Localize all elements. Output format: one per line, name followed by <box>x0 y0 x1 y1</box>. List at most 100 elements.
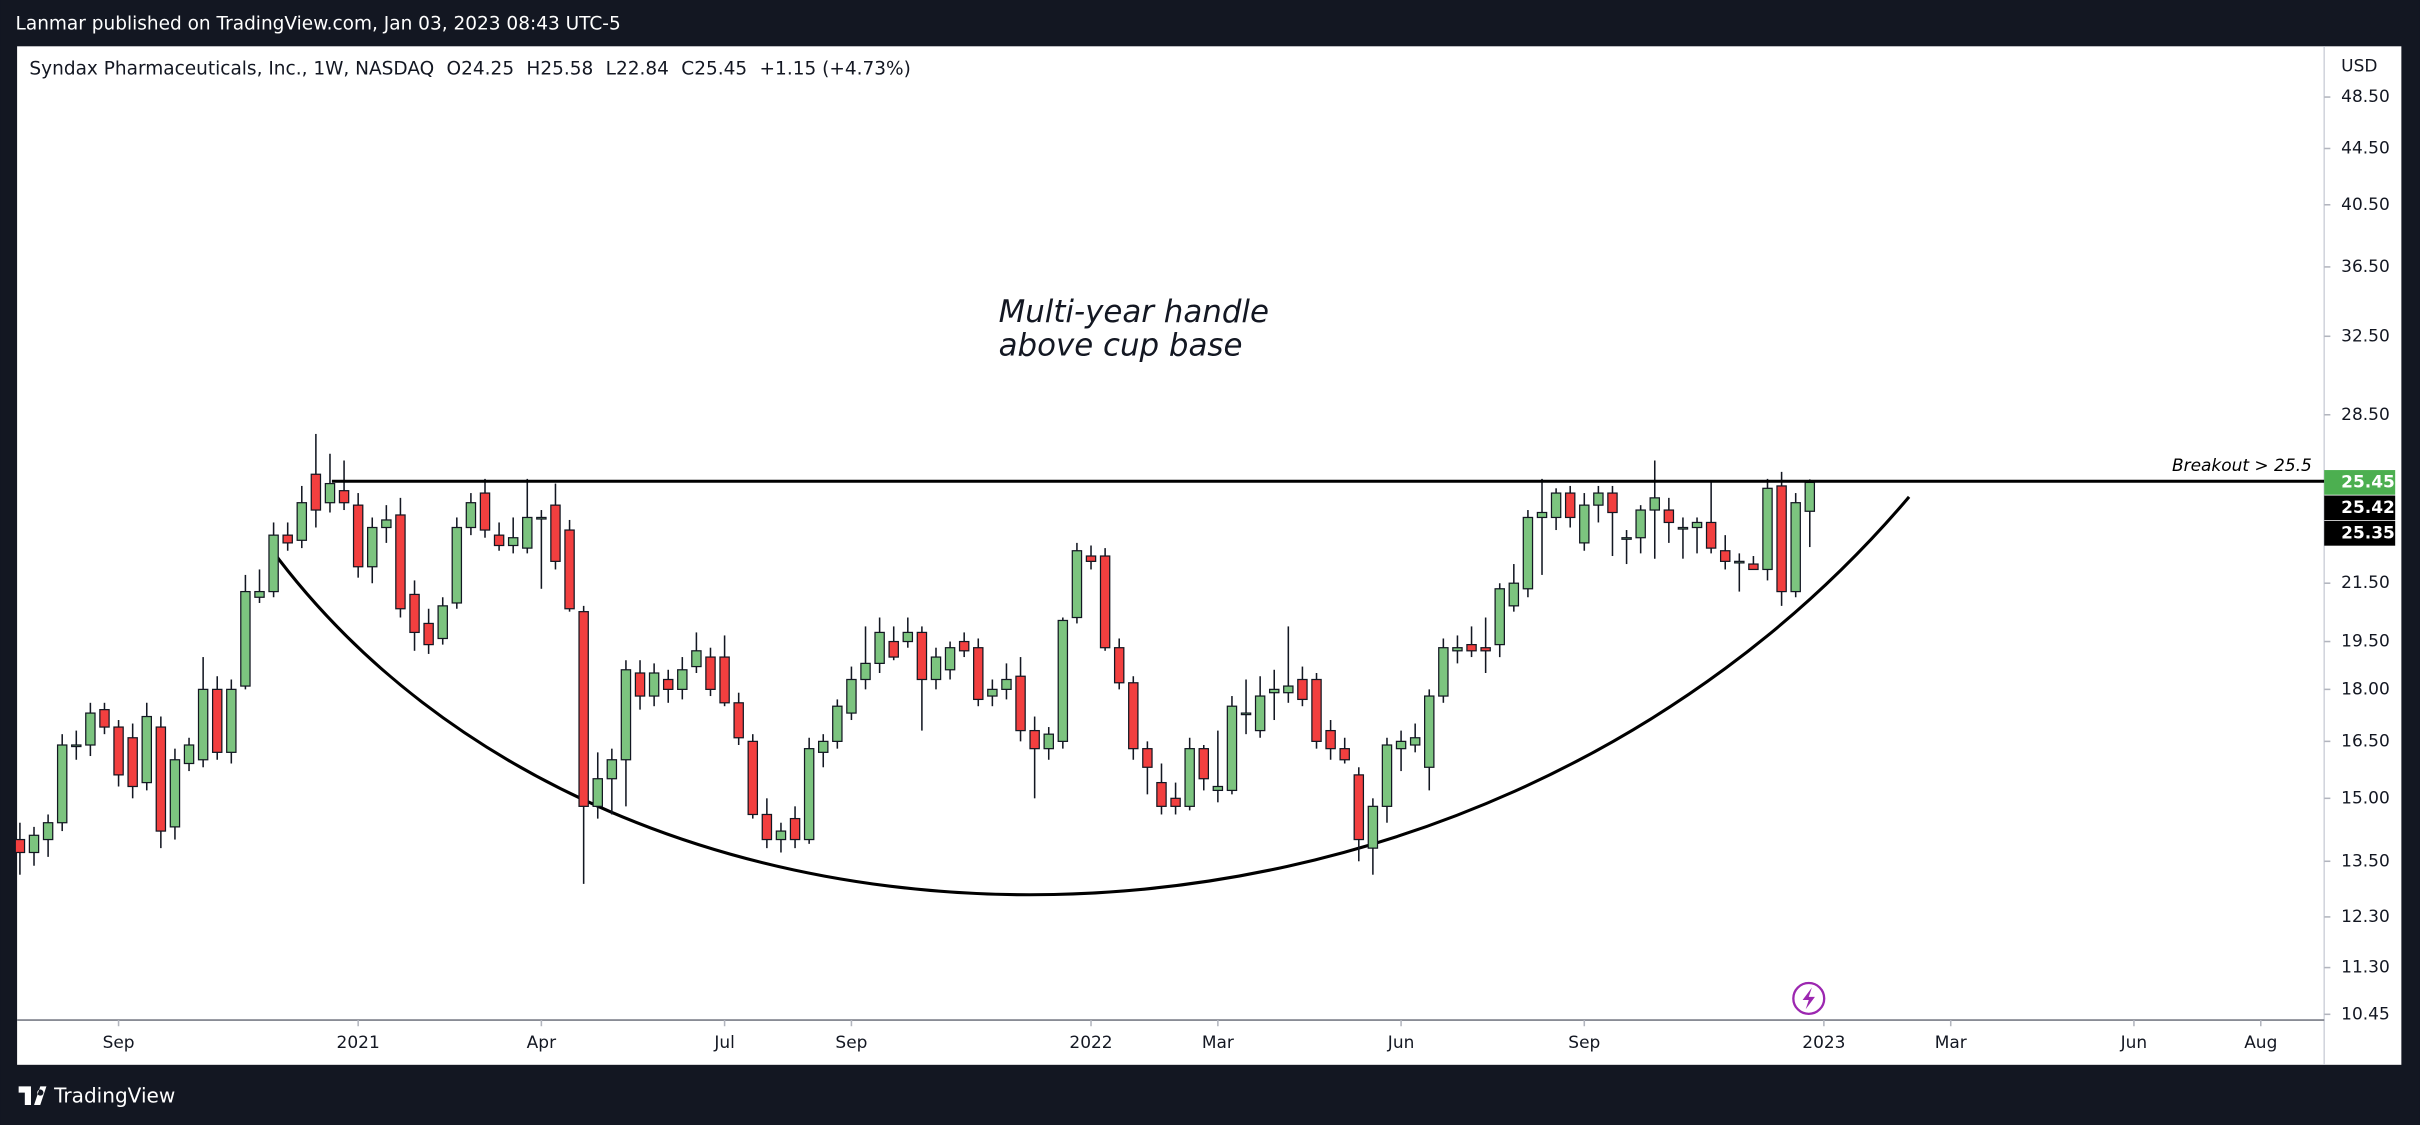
annotation: Multi-year handle <box>999 294 1269 330</box>
candle-body <box>705 656 716 690</box>
candle-body <box>1508 582 1520 607</box>
candle-body <box>1748 563 1759 571</box>
brand-logo <box>18 1086 47 1105</box>
plot: 10.45 11.30 12.30 13.50 15.00 16.50 18.00 19.50… <box>14 87 2390 1053</box>
candle-body <box>42 822 54 841</box>
candle-body <box>14 838 26 854</box>
candle-body <box>1424 695 1435 768</box>
candle-body <box>113 726 124 776</box>
candle-body <box>1494 588 1505 646</box>
y-tick-label: 12.30 <box>2341 907 2390 927</box>
cup-curve <box>268 495 1911 897</box>
candle-body <box>1677 526 1689 530</box>
x-tick-label: Apr <box>527 1033 556 1053</box>
y-tick-label: 11.30 <box>2341 958 2390 978</box>
candle-body <box>944 647 956 671</box>
candle-body <box>1001 678 1012 690</box>
event-icon[interactable] <box>1792 981 1826 1016</box>
candle-body <box>1212 785 1224 792</box>
candle-body <box>1607 492 1618 514</box>
candle-body <box>789 817 801 841</box>
candle-body <box>1621 537 1632 540</box>
candle-body <box>1438 647 1449 697</box>
x-tick-label: Sep <box>1568 1033 1600 1053</box>
annotation: above cup base <box>999 328 1243 364</box>
candle-body <box>1734 560 1745 564</box>
candle-body <box>620 669 632 761</box>
y-tick-label: 32.50 <box>2341 326 2390 346</box>
chart-panel <box>17 46 2402 1065</box>
ohlc-value: 22.84 <box>616 58 669 79</box>
candle-body <box>592 778 603 807</box>
candle-body <box>183 744 195 765</box>
candle-body <box>507 537 519 547</box>
candle-body <box>1790 502 1801 593</box>
candle-body <box>1015 675 1026 732</box>
candle-body <box>536 516 547 520</box>
candle-body <box>127 737 138 788</box>
candle-body <box>1339 748 1350 761</box>
x-tick-label: 2021 <box>337 1033 380 1053</box>
candle-body <box>197 688 209 761</box>
y-tick-label: 36.50 <box>2341 257 2390 277</box>
candle-body <box>916 631 928 681</box>
y-tick-label: 15.00 <box>2341 788 2390 808</box>
candle-body <box>1480 647 1491 652</box>
x-tick-label: Jun <box>1387 1033 1415 1053</box>
candle-body <box>56 744 68 824</box>
event-bolt <box>1802 987 1815 1010</box>
candle-body <box>1085 555 1097 562</box>
legend: Syndax Pharmaceuticals, Inc., 1W, NASDAQ… <box>29 58 910 79</box>
x-tick-label: 2022 <box>1069 1033 1112 1053</box>
x-tick-label: 2023 <box>1802 1033 1845 1053</box>
candle-body <box>324 482 336 504</box>
candle-body <box>1466 643 1477 652</box>
y-tick-label: 28.50 <box>2341 405 2390 425</box>
candle-body <box>606 759 618 780</box>
candle-body <box>211 688 223 753</box>
candle-body <box>1522 516 1534 590</box>
candle-body <box>662 678 674 690</box>
candle-body <box>423 622 434 646</box>
candle-body <box>987 688 998 697</box>
candle-body <box>1029 729 1040 750</box>
candle-body <box>338 490 350 504</box>
x-tick-label: Aug <box>2244 1033 2277 1053</box>
candle-body <box>1550 492 1562 519</box>
candle-body <box>860 662 871 681</box>
candle-body <box>1564 492 1576 519</box>
candle-body <box>395 514 406 610</box>
candle-body <box>1635 509 1646 539</box>
brand: TradingView <box>18 1084 175 1108</box>
candle-body <box>141 715 153 784</box>
candle-body <box>169 759 181 828</box>
change: +1.15 (+4.73%) <box>760 58 911 79</box>
candle-body <box>648 672 660 697</box>
candle-body <box>296 502 308 541</box>
price-tag-label: 25.45 <box>2341 472 2395 492</box>
candle-body <box>85 712 96 746</box>
candle-body <box>1184 748 1195 807</box>
candle-body <box>1719 550 1731 562</box>
ohlc-label: C <box>681 58 694 79</box>
candle-body <box>493 534 505 547</box>
x-tick-label: Sep <box>835 1033 867 1053</box>
candle-body <box>28 834 40 854</box>
candle-body <box>1226 705 1238 792</box>
candle-body <box>817 740 829 753</box>
currency: USD <box>2341 56 2377 76</box>
candle-body <box>1268 688 1280 694</box>
publisher: Lanmar published on TradingView.com, Jan… <box>16 14 621 35</box>
candle-body <box>1353 774 1365 841</box>
candle-body <box>1283 685 1294 694</box>
candle-body <box>733 702 744 739</box>
candle-body <box>578 611 589 807</box>
candle-body <box>1156 781 1167 807</box>
ohlc-value: 25.45 <box>694 58 747 79</box>
candle-body <box>775 830 787 841</box>
y-tick-label: 40.50 <box>2341 195 2390 215</box>
candle-body <box>1409 737 1421 746</box>
candle-body <box>719 656 730 704</box>
